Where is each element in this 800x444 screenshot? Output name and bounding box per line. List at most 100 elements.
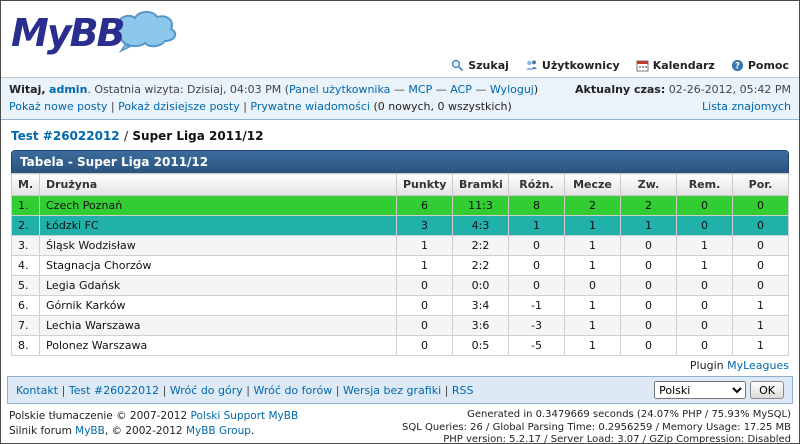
col-header-wins: Zw.	[620, 173, 677, 196]
cell-position: 2.	[11, 215, 40, 236]
cell-losses: 1	[732, 295, 789, 316]
footer-link-forums[interactable]: Wróć do forów	[253, 383, 333, 397]
polski-support-link[interactable]: Polski Support MyBB	[190, 410, 299, 422]
cell-losses: 1	[732, 315, 789, 336]
cell-position: 1.	[11, 195, 40, 216]
cell-diff: -1	[508, 295, 565, 316]
cell-matches: 1	[564, 335, 621, 356]
cell-matches: 1	[564, 215, 621, 236]
cell-draws: 1	[676, 255, 733, 276]
table-row: 4. Stagnacja Chorzów 1 2:2 0 1 0 1 0	[11, 255, 789, 276]
myleagues-link[interactable]: MyLeagues	[727, 359, 789, 372]
private-messages-link[interactable]: Prywatne wiadomości	[250, 100, 370, 113]
cell-position: 4.	[11, 255, 40, 276]
footer-link-top[interactable]: Wróć do góry	[169, 383, 243, 397]
page-footer: Polskie tłumaczenie © 2007-2012 Polski S…	[1, 404, 799, 444]
col-header-goals: Bramki	[452, 173, 509, 196]
svg-text:?: ?	[735, 61, 740, 71]
mcp-link[interactable]: MCP	[408, 83, 433, 96]
logout-link[interactable]: Wyloguj	[489, 83, 534, 96]
footer-link-forum[interactable]: Test #26022012	[68, 383, 160, 397]
cell-wins: 1	[620, 215, 677, 236]
cell-points: 0	[396, 295, 453, 316]
cell-wins: 0	[620, 295, 677, 316]
footer-link-lite[interactable]: Wersja bez grafiki	[342, 383, 442, 397]
col-header-position: M.	[11, 173, 40, 196]
footer-link-rss[interactable]: RSS	[451, 383, 474, 397]
cell-draws: 0	[676, 315, 733, 336]
cell-team: Czech Poznań	[39, 195, 397, 216]
cell-points: 1	[396, 235, 453, 256]
mybb-logo[interactable]: MyBB	[11, 5, 231, 61]
col-header-points: Punkty	[396, 173, 453, 196]
acp-link[interactable]: ACP	[450, 83, 472, 96]
menu-item-help[interactable]: ? Pomoc	[731, 59, 789, 72]
table-row: 6. Górnik Karków 0 3:4 -1 1 0 0 1	[11, 295, 789, 316]
cell-goals: 2:2	[452, 255, 509, 276]
new-posts-link[interactable]: Pokaż nowe posty	[9, 100, 108, 113]
mybb-group-link[interactable]: MyBB Group	[185, 425, 251, 438]
cell-position: 5.	[11, 275, 40, 296]
cell-points: 3	[396, 215, 453, 236]
menu-item-calendar[interactable]: Kalendarz	[636, 59, 715, 72]
cell-goals: 4:3	[452, 215, 509, 236]
todays-posts-link[interactable]: Pokaż dzisiejsze posty	[118, 100, 240, 113]
cell-team: Lechia Warszawa	[39, 315, 397, 336]
stats-block: Generated in 0.3479669 seconds (24.07% P…	[402, 409, 791, 444]
menu-item-search[interactable]: Szukaj	[451, 59, 509, 72]
cell-goals: 2:2	[452, 235, 509, 256]
cell-diff: 0	[508, 255, 565, 276]
cell-position: 3.	[11, 235, 40, 256]
cell-team: Polonez Warszawa	[39, 335, 397, 356]
cell-points: 6	[396, 195, 453, 216]
col-header-draws: Rem.	[676, 173, 733, 196]
mybb-link[interactable]: MyBB	[75, 425, 105, 438]
cell-draws: 0	[676, 195, 733, 216]
current-time: Aktualny czas: 02-26-2012, 05:42 PM	[575, 83, 791, 96]
search-icon	[452, 59, 464, 72]
cell-position: 7.	[11, 315, 40, 336]
language-select[interactable]: Polski	[654, 381, 747, 399]
welcome-text: Witaj, admin. Ostatnia wizyta: Dzisiaj, …	[9, 83, 539, 96]
table-row: 1. Czech Poznań 6 11:3 8 2 2 0 0	[11, 195, 789, 216]
help-icon: ?	[731, 59, 743, 71]
table-row: 5. Legia Gdańsk 0 0:0 0 0 0 0 0	[11, 275, 789, 296]
cell-draws: 0	[676, 215, 733, 236]
league-table-wrap: Tabela - Super Liga 2011/12 M. Drużyna P…	[11, 150, 789, 356]
usercp-link[interactable]: Panel użytkownika	[289, 83, 391, 96]
users-icon	[525, 60, 537, 70]
menu-item-members[interactable]: Użytkownicy	[525, 59, 620, 72]
cell-wins: 0	[620, 255, 677, 276]
cell-points: 1	[396, 255, 453, 276]
buddy-list-link[interactable]: Lista znajomych	[702, 100, 791, 113]
cell-team: Śląsk Wodzisław	[39, 235, 397, 256]
language-chooser: Polski OK	[654, 381, 784, 399]
table-header-row: M. Drużyna Punkty Bramki Różn. Mecze Zw.…	[11, 173, 789, 196]
col-header-diff: Różn.	[508, 173, 565, 196]
breadcrumb-current: Super Liga 2011/12	[132, 129, 264, 143]
stats-php: PHP version: 5.2.17 / Server Load: 3.07 …	[443, 434, 791, 444]
cell-draws: 0	[676, 335, 733, 356]
cell-wins: 0	[620, 335, 677, 356]
username-link[interactable]: admin	[49, 83, 88, 96]
cell-goals: 3:6	[452, 315, 509, 336]
cell-draws: 0	[676, 275, 733, 296]
quicklinks-row: Pokaż nowe posty | Pokaż dzisiejsze post…	[1, 98, 799, 119]
breadcrumb: Test #26022012 / Super Liga 2011/12	[11, 129, 264, 143]
cell-matches: 0	[564, 275, 621, 296]
cell-diff: 1	[508, 215, 565, 236]
cell-points: 0	[396, 275, 453, 296]
cell-diff: -3	[508, 315, 565, 336]
breadcrumb-forum-link[interactable]: Test #26022012	[11, 129, 120, 143]
cell-team: Łódzki FC	[39, 215, 397, 236]
ok-button[interactable]: OK	[750, 381, 784, 399]
cell-matches: 1	[564, 315, 621, 336]
cell-points: 0	[396, 335, 453, 356]
table-row: 8. Polonez Warszawa 0 0:5 -5 1 0 0 1	[11, 335, 789, 356]
cell-losses: 1	[732, 335, 789, 356]
footer-link-contact[interactable]: Kontakt	[16, 383, 59, 397]
cell-diff: 0	[508, 235, 565, 256]
cell-wins: 0	[620, 275, 677, 296]
cell-position: 8.	[11, 335, 40, 356]
